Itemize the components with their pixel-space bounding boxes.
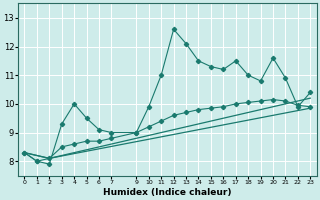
X-axis label: Humidex (Indice chaleur): Humidex (Indice chaleur): [103, 188, 232, 197]
